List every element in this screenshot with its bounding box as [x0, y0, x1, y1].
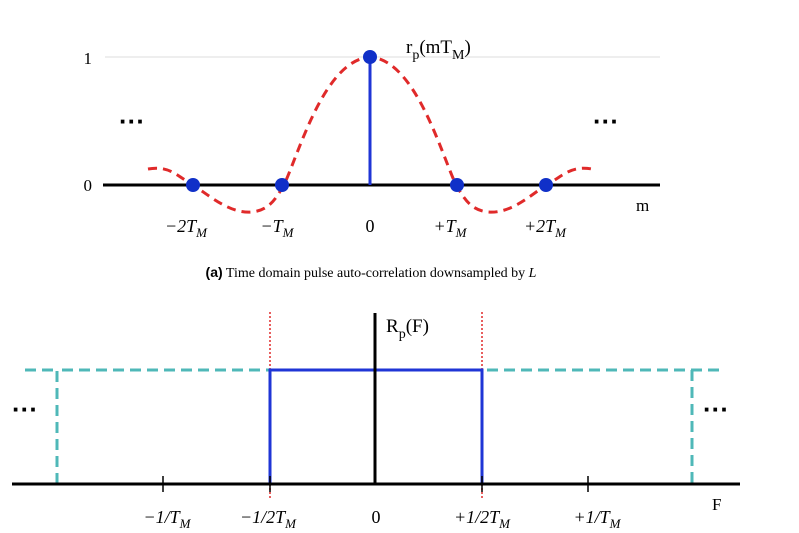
x-tick-b-0: −1/TM [143, 507, 191, 531]
sample-dot-minus2 [186, 178, 200, 192]
sample-dot-minus1 [275, 178, 289, 192]
sample-dot-plus1 [450, 178, 464, 192]
ellipsis-right-b: ··· [703, 394, 729, 424]
ellipsis-left-a: ··· [119, 106, 145, 136]
y-tick-0: 0 [84, 176, 93, 195]
x-tick-a-2: 0 [366, 216, 375, 236]
x-tick-b-4: +1/TM [573, 507, 621, 531]
x-axis-label-b: F [712, 495, 721, 514]
x-tick-b-2: 0 [372, 507, 381, 527]
x-tick-a-1: −TM [260, 216, 294, 240]
signal-label-b: Rp(F) [386, 316, 429, 342]
x-tick-a-4: +2TM [524, 216, 567, 240]
sample-dot-peak [363, 50, 377, 64]
caption-a: (a) Time domain pulse auto-correlation d… [206, 264, 537, 281]
x-tick-a-0: −2TM [165, 216, 208, 240]
x-tick-b-1: −1/2TM [240, 507, 297, 531]
panel-b: Rp(F) F ··· ··· −1/TM −1/2TM 0 +1/2TM +1… [12, 312, 740, 531]
ellipsis-right-a: ··· [593, 106, 619, 136]
x-tick-b-3: +1/2TM [454, 507, 511, 531]
sample-dot-plus2 [539, 178, 553, 192]
x-axis-label-a: m [636, 196, 649, 215]
alias-spectrum [55, 368, 722, 484]
x-tick-a-3: +TM [433, 216, 467, 240]
y-tick-1: 1 [84, 49, 93, 68]
signal-label-a: rp(mTM) [406, 37, 471, 63]
panel-a: 1 0 rp(mTM) m ··· ··· −2TM −TM 0 +TM +2T… [84, 37, 660, 281]
ellipsis-left-b: ··· [12, 394, 38, 424]
